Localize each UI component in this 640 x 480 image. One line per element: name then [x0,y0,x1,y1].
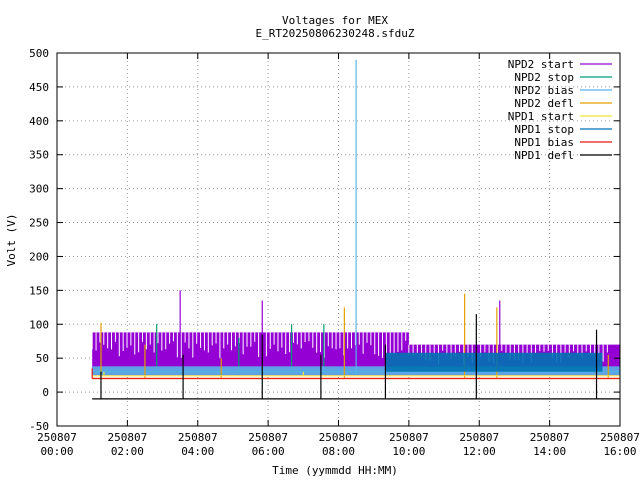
x-tick-label-time: 02:00 [111,445,144,458]
x-tick-label-date: 250807 [530,431,570,444]
x-tick-label-time: 16:00 [603,445,636,458]
x-tick-label-date: 250807 [108,431,148,444]
x-tick-label-date: 250807 [459,431,499,444]
chart-subtitle: E_RT20250806230248.sfduZ [256,27,415,40]
legend-label: NPD2 bias [514,84,574,97]
legend-label: NPD2 start [508,58,574,71]
axis-ticks: -500501001502002503003504004505002508070… [29,47,640,458]
x-tick-label-date: 250807 [178,431,218,444]
y-axis-label: Volt (V) [5,214,18,267]
y-tick-label: 150 [29,284,49,297]
legend-label: NPD1 stop [514,123,574,136]
series-npd1-start [92,371,620,377]
legend-label: NPD2 defl [514,97,574,110]
series-npd1-stop [385,352,603,372]
y-tick-label: 250 [29,217,49,230]
y-tick-label: 300 [29,183,49,196]
chart-title: Voltages for MEX [282,14,388,27]
legend-label: NPD1 start [508,110,574,123]
plot-series [91,59,620,400]
y-tick-label: 400 [29,115,49,128]
x-tick-label-time: 08:00 [322,445,355,458]
y-tick-label: 0 [42,386,49,399]
y-tick-label: 200 [29,250,49,263]
x-tick-label-time: 12:00 [463,445,496,458]
series-npd2-bias [92,59,620,376]
x-tick-label-time: 06:00 [252,445,285,458]
x-tick-label-date: 250807 [37,431,77,444]
legend-label: NPD1 defl [514,149,574,162]
x-tick-label-date: 250807 [319,431,359,444]
legend-label: NPD2 stop [514,71,574,84]
y-tick-label: -50 [29,420,49,433]
series-npd1-defl [92,314,620,400]
y-tick-label: 100 [29,318,49,331]
x-tick-label-time: 10:00 [392,445,425,458]
x-tick-label-date: 250807 [248,431,288,444]
y-tick-label: 500 [29,47,49,60]
legend-label: NPD1 bias [514,136,574,149]
band-fill [385,352,603,372]
y-tick-label: 350 [29,149,49,162]
series-npd1-bias [91,368,620,380]
y-tick-label: 450 [29,81,49,94]
x-tick-label-date: 250807 [600,431,640,444]
y-tick-label: 50 [36,352,49,365]
x-tick-label-time: 14:00 [533,445,566,458]
x-tick-label-date: 250807 [389,431,429,444]
x-tick-label-time: 00:00 [40,445,73,458]
x-axis-label: Time (yymmdd HH:MM) [272,464,398,477]
x-tick-label-time: 04:00 [181,445,214,458]
